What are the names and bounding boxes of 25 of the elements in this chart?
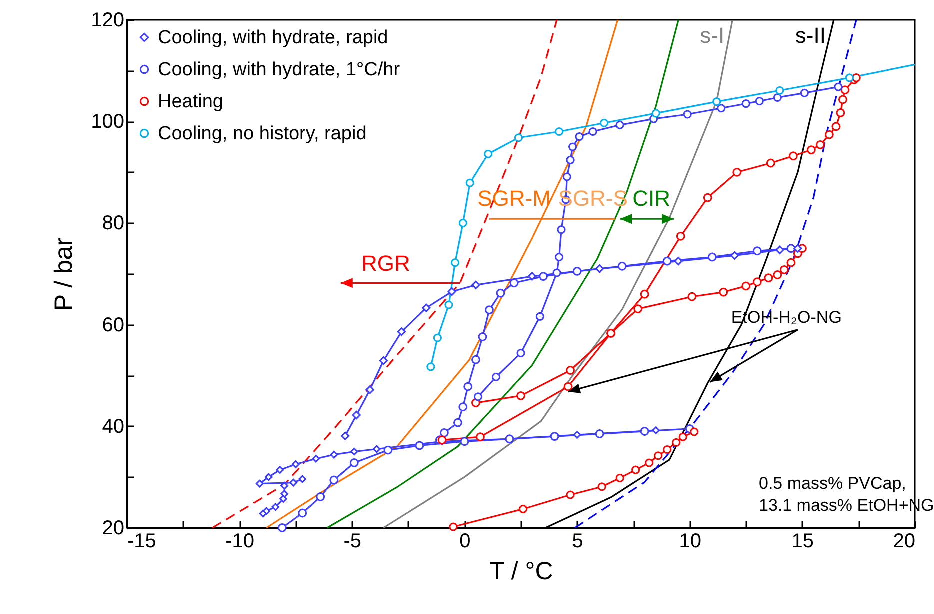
series-label: s-I xyxy=(700,23,725,48)
x-tick-label: 0 xyxy=(460,530,471,552)
x-tick-label: 20 xyxy=(893,530,916,552)
x-tick-label: 5 xyxy=(572,530,584,552)
annotation: RGR xyxy=(361,250,410,276)
y-tick-label: 120 xyxy=(91,10,124,32)
x-tick-label: -5 xyxy=(344,530,362,552)
y-tick-label: 40 xyxy=(102,416,124,438)
x-tick-label: -15 xyxy=(128,530,156,552)
y-axis-title: P / bar xyxy=(50,238,78,312)
x-tick-label: 15 xyxy=(792,530,814,552)
annotation: SGR-M xyxy=(478,186,551,211)
y-tick-label: 100 xyxy=(91,111,124,134)
x-tick-label: -10 xyxy=(226,530,255,552)
annotation: 0.5 mass% PVCap, xyxy=(759,474,906,493)
series-label: s-II xyxy=(795,23,826,48)
y-tick-label: 80 xyxy=(102,212,124,235)
legend-label: Cooling, with hydrate, rapid xyxy=(158,28,388,48)
legend-label: Cooling, no history, rapid xyxy=(158,124,367,144)
y-tick-label: 60 xyxy=(102,314,124,336)
x-axis-title: T / °C xyxy=(490,558,554,586)
legend-label: Cooling, with hydrate, 1°C/hr xyxy=(158,60,401,80)
legend-label: Heating xyxy=(158,92,224,112)
x-tick-label: 10 xyxy=(679,530,702,552)
annotation: CIR xyxy=(632,186,671,211)
